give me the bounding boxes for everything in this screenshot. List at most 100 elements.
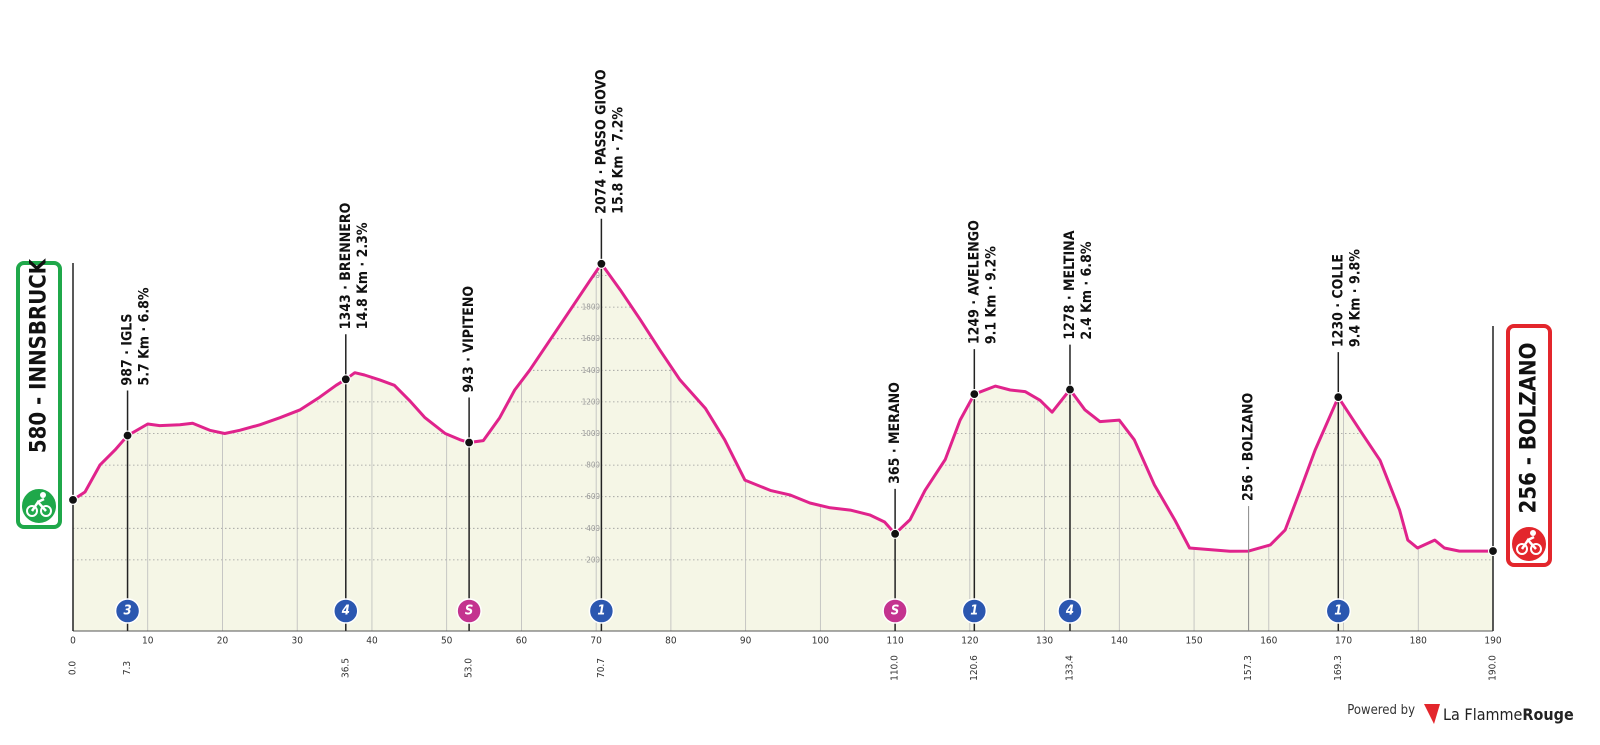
- brand: La FlammeRouge: [1443, 705, 1574, 724]
- waypoint-dot: [1333, 392, 1344, 403]
- start-box: [16, 261, 62, 529]
- waypoint-dot: [122, 430, 133, 441]
- waypoint-dot: [340, 374, 351, 385]
- category-badge: [961, 598, 988, 624]
- category-label: 4: [1066, 604, 1074, 619]
- category-badge: [1325, 598, 1352, 624]
- category-badge: [114, 598, 141, 624]
- climb-detail: 15.8 Km · 7.2%: [610, 107, 626, 214]
- x-tick-label: 80: [665, 636, 677, 647]
- waypoint-dot: [1487, 545, 1499, 557]
- category-label: 1: [597, 604, 605, 619]
- start-icon: [20, 487, 58, 525]
- x-tick-label: 120: [961, 636, 978, 647]
- category-label: S: [891, 604, 899, 619]
- category-label: S: [465, 604, 473, 619]
- x-tick-label: 40: [366, 636, 378, 647]
- y-tick-label: 1800: [582, 303, 601, 312]
- finish-icon: [1510, 525, 1548, 563]
- category-badge: [456, 598, 482, 624]
- category-badge: [882, 598, 908, 624]
- climb-detail: 9.4 Km · 9.8%: [1347, 249, 1363, 347]
- km-label: 53.0: [464, 658, 475, 678]
- waypoint-label: 365 · MERANO: [887, 382, 903, 484]
- start-label: 580 - INNSBRUCK: [27, 258, 52, 453]
- waypoint-label: 1343 · BRENNERO: [338, 202, 354, 329]
- km-label: 0.0: [68, 661, 79, 676]
- finish-box: [1506, 324, 1552, 567]
- climb-detail: 14.8 Km · 2.3%: [355, 222, 371, 329]
- km-label: 70.7: [596, 658, 607, 678]
- x-tick-label: 10: [142, 636, 154, 647]
- wheel: [1516, 543, 1528, 555]
- waypoint-label: 987 · IGLS: [120, 314, 136, 386]
- x-tick-label: 60: [516, 636, 528, 647]
- brand-name: La Flamme: [1443, 705, 1523, 724]
- x-tick-label: 190: [1484, 636, 1501, 647]
- area: [73, 263, 1493, 631]
- waypoint-dot: [969, 389, 980, 400]
- x-tick-label: 180: [1410, 636, 1427, 647]
- x-tick-label: 110: [887, 636, 904, 647]
- waypoint-label: 256 · BOLZANO: [1241, 392, 1257, 501]
- x-tick-label: 140: [1111, 636, 1128, 647]
- x-tick-label: 160: [1260, 636, 1277, 647]
- x-tick-label: 70: [590, 636, 602, 647]
- x-tick-label: 100: [812, 636, 829, 647]
- y-tick-label: 1600: [582, 334, 601, 343]
- rider-head: [1530, 530, 1536, 536]
- waypoint-label: 1249 · AVELENGO: [966, 220, 982, 344]
- x-tick-label: 20: [217, 636, 229, 647]
- km-label: 169.3: [1333, 655, 1344, 681]
- category-badge: [1057, 598, 1083, 624]
- km-label: 36.5: [340, 658, 351, 678]
- x-tick-label: 170: [1335, 636, 1352, 647]
- rider: [1520, 535, 1537, 550]
- waypoint-label: 943 · VIPITENO: [461, 286, 477, 393]
- km-label: 120.6: [969, 655, 980, 681]
- rider-head: [40, 492, 46, 498]
- y-tick-label: 600: [586, 492, 600, 501]
- x-tick-label: 130: [1036, 636, 1053, 647]
- brand-logo: [1424, 704, 1440, 724]
- brand-name-bold: Rouge: [1522, 705, 1574, 724]
- wheel: [1530, 543, 1542, 555]
- category-label: 3: [123, 604, 131, 619]
- km-label: 157.3: [1243, 655, 1254, 681]
- km-label: 110.0: [890, 655, 901, 681]
- km-label: 190.0: [1488, 655, 1499, 681]
- footer: Powered by La FlammeRouge: [1347, 703, 1574, 724]
- climb-detail: 9.1 Km · 9.2%: [983, 246, 999, 344]
- y-tick-label: 400: [586, 524, 600, 533]
- wheel: [40, 505, 52, 517]
- waypoint-dot: [596, 258, 607, 269]
- y-tick-label: 1400: [582, 366, 601, 375]
- finish-label: 256 - BOLZANO: [1517, 343, 1542, 514]
- x-tick-label: 30: [291, 636, 303, 647]
- plot: 0 10 20 30 40 50 60 70 80 90 100 110 120 130 140 150 160…: [16, 69, 1552, 681]
- category-label: 1: [970, 604, 978, 619]
- category-label: 4: [342, 604, 350, 619]
- km-label: 133.4: [1064, 655, 1075, 681]
- category-label: 1: [1334, 604, 1342, 619]
- y-tick-label: 200: [586, 555, 600, 564]
- category-badge: [333, 598, 359, 624]
- x-tick-label: 0: [70, 636, 76, 647]
- climb-detail: 5.7 Km · 6.8%: [137, 287, 153, 385]
- waypoint-dot: [464, 437, 475, 448]
- climb-detail: 2.4 Km · 6.8%: [1079, 241, 1095, 339]
- y-tick-label: 800: [586, 461, 600, 470]
- waypoint-label: 1278 · MELTINA: [1062, 230, 1078, 339]
- powered-by: Powered by: [1347, 703, 1415, 718]
- wheel: [26, 505, 38, 517]
- x-tick-label: 90: [740, 636, 752, 647]
- x-tick-label: 150: [1185, 636, 1202, 647]
- x-tick-label: 50: [441, 636, 453, 647]
- y-tick-label: 1000: [582, 429, 601, 438]
- waypoint-dot: [890, 528, 901, 539]
- y-tick-label: 1200: [582, 397, 601, 406]
- category-badge: [588, 598, 615, 624]
- waypoint-dot: [67, 494, 79, 505]
- rider: [30, 497, 47, 512]
